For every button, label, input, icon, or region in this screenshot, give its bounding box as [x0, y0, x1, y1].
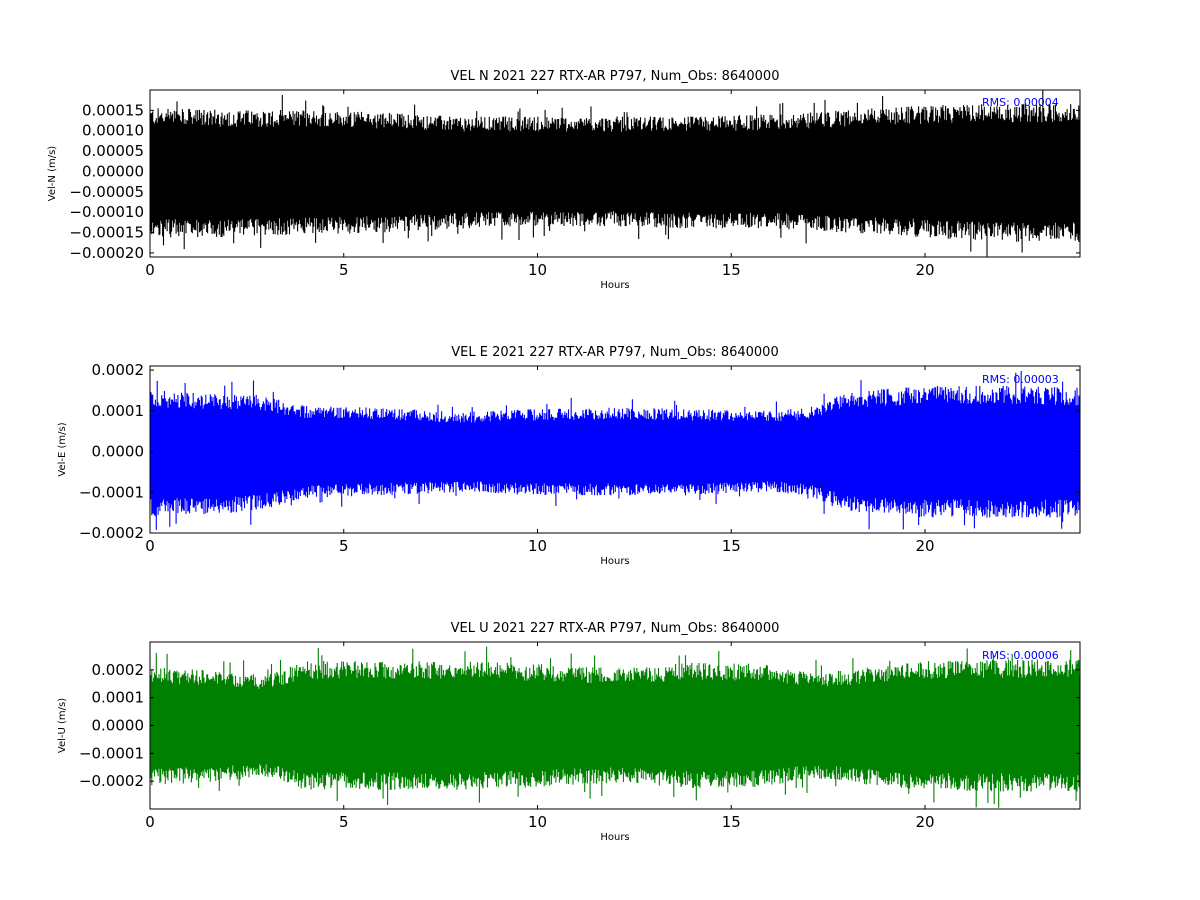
- y-axis-label: Vel-N (m/s): [47, 146, 58, 201]
- y-tick-label: −0.00010: [69, 203, 144, 221]
- chart-title: VEL E 2021 227 RTX-AR P797, Num_Obs: 864…: [451, 345, 778, 360]
- chart-panel-vel-u: VEL U 2021 227 RTX-AR P797, Num_Obs: 864…: [57, 621, 1081, 843]
- x-axis-ticks: 0 5 10 15 20: [145, 642, 935, 831]
- y-tick-label: −0.00005: [69, 183, 144, 201]
- chart-panel-vel-n: VEL N 2021 227 RTX-AR P797, Num_Obs: 864…: [47, 69, 1081, 291]
- rms-annotation: RMS: 0.00006: [982, 649, 1059, 662]
- x-tick-label: 5: [339, 537, 349, 555]
- chart-panel-vel-e: VEL E 2021 227 RTX-AR P797, Num_Obs: 864…: [57, 345, 1081, 567]
- series-band: [150, 405, 1080, 498]
- x-axis-ticks: 0 5 10 15 20: [145, 90, 935, 279]
- y-axis-label: Vel-E (m/s): [57, 422, 68, 476]
- x-tick-label: 10: [528, 537, 547, 555]
- axes-frame: [149, 89, 1081, 258]
- y-tick-label: −0.0001: [79, 483, 144, 501]
- y-tick-label: 0.00015: [82, 101, 144, 119]
- y-tick-label: 0.00005: [82, 142, 144, 160]
- x-tick-label: 0: [145, 261, 155, 279]
- y-tick-label: 0.00010: [82, 122, 144, 140]
- plot-area: [150, 646, 1080, 808]
- chart-title: VEL U 2021 227 RTX-AR P797, Num_Obs: 864…: [451, 621, 780, 636]
- x-tick-label: 0: [145, 813, 155, 831]
- y-tick-label: −0.00020: [69, 244, 144, 262]
- x-tick-label: 5: [339, 261, 349, 279]
- x-tick-label: 0: [145, 537, 155, 555]
- x-axis-ticks: 0 5 10 15 20: [145, 366, 935, 555]
- y-tick-label: 0.00000: [82, 162, 144, 180]
- y-tick-label: −0.0002: [79, 772, 144, 790]
- rms-annotation: RMS: 0.00003: [982, 373, 1059, 386]
- series-band: [150, 679, 1080, 772]
- y-tick-label: 0.0000: [92, 717, 145, 735]
- x-tick-label: 20: [915, 537, 934, 555]
- x-axis-label: Hours: [600, 832, 629, 843]
- x-tick-label: 10: [528, 813, 547, 831]
- rms-annotation: RMS: 0.00004: [982, 96, 1059, 109]
- x-tick-label: 5: [339, 813, 349, 831]
- x-tick-label: 10: [528, 261, 547, 279]
- x-tick-label: 20: [915, 261, 934, 279]
- x-axis-label: Hours: [600, 556, 629, 567]
- y-tick-label: −0.00015: [69, 224, 144, 242]
- y-tick-label: −0.0001: [79, 744, 144, 762]
- y-axis-ticks: −0.0002 −0.0001 0.0000 0.0001 0.0002: [79, 661, 1080, 790]
- y-axis-ticks: −0.00020 −0.00015 −0.00010 −0.00005 0.00000 0…: [69, 101, 1080, 262]
- y-tick-label: 0.0002: [92, 661, 145, 679]
- x-tick-label: 15: [722, 261, 741, 279]
- y-tick-label: 0.0001: [92, 689, 145, 707]
- y-tick-label: 0.0000: [92, 443, 145, 461]
- plot-area: [150, 370, 1080, 530]
- y-axis-label: Vel-U (m/s): [57, 698, 68, 753]
- x-tick-label: 15: [722, 537, 741, 555]
- x-tick-label: 15: [722, 813, 741, 831]
- series-band: [150, 124, 1080, 221]
- x-axis-label: Hours: [600, 280, 629, 291]
- y-axis-ticks: −0.0002 −0.0001 0.0000 0.0001 0.0002: [79, 361, 1080, 542]
- y-tick-label: −0.0002: [79, 524, 144, 542]
- axes-frame: [149, 365, 1081, 534]
- x-tick-label: 20: [915, 813, 934, 831]
- chart-title: VEL N 2021 227 RTX-AR P797, Num_Obs: 864…: [451, 69, 780, 84]
- plot-area: [150, 90, 1080, 257]
- y-tick-label: 0.0002: [92, 361, 145, 379]
- y-tick-label: 0.0001: [92, 402, 145, 420]
